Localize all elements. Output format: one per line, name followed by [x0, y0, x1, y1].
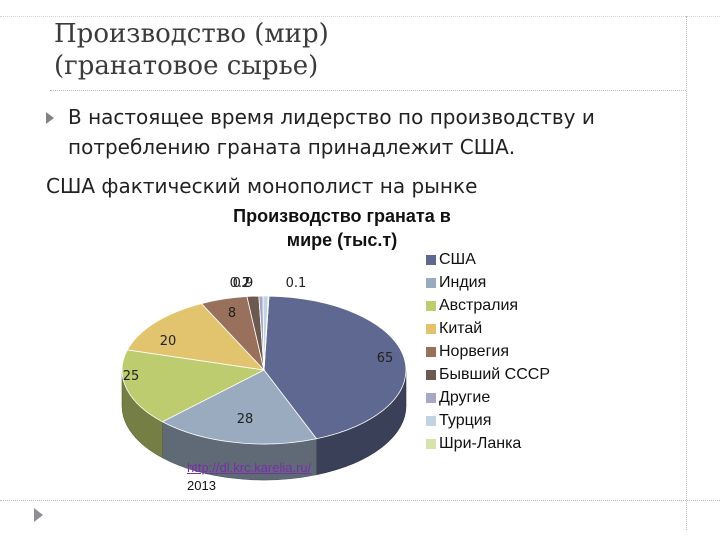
top-divider	[0, 16, 720, 17]
pie-label-2: 25	[123, 369, 140, 384]
legend-label-7: Турция	[439, 412, 492, 429]
legend-swatch-4	[426, 346, 436, 357]
pie-label-5: 2	[242, 276, 250, 291]
source-year: 2013	[187, 478, 216, 493]
legend-item-7: Турция	[426, 409, 550, 432]
body-line: США фактический монополист на рынке	[46, 174, 478, 198]
legend-swatch-0	[426, 254, 436, 265]
bullet-line1: В настоящее время лидерство по производс…	[68, 105, 595, 129]
chart-title: Производство граната в мире (тыс.т)	[190, 204, 494, 252]
slide-title-line1: Производство (мир)	[54, 19, 329, 49]
legend-item-5: Бывший СССР	[426, 363, 550, 386]
right-divider	[686, 16, 687, 530]
legend-swatch-8	[426, 438, 436, 449]
title-divider	[50, 90, 686, 91]
legend-item-3: Китай	[426, 317, 550, 340]
pie-label-7: 0.9	[233, 276, 254, 291]
bullet-line2: потреблению граната принадлежит США.	[68, 135, 516, 159]
slide-title-line2: (гранатовое сырье)	[54, 51, 319, 81]
legend-swatch-5	[426, 369, 436, 380]
legend-item-0: США	[426, 248, 550, 271]
pie-slice-2	[121, 349, 266, 423]
pie-slice-8	[263, 295, 270, 371]
legend-item-1: Индия	[426, 271, 550, 294]
legend-label-4: Норвегия	[439, 343, 510, 360]
legend-label-0: США	[439, 251, 476, 268]
legend-item-8: Шри-Ланка	[426, 432, 550, 455]
legend-label-8: Шри-Ланка	[439, 435, 522, 452]
pie-slice-0	[263, 295, 407, 440]
bullet-arrow-icon	[46, 112, 54, 124]
chart-legend: США Индия Австралия Китай Норвегия Бывший ССС…	[426, 248, 550, 455]
pie-slice-3	[126, 303, 266, 371]
legend-swatch-7	[426, 415, 436, 426]
legend-item-4: Норвегия	[426, 340, 550, 363]
legend-label-1: Индия	[439, 274, 487, 291]
chart-title-line1: Производство граната в	[233, 206, 451, 226]
pie-label-3: 20	[160, 334, 177, 349]
chart-title-line2: мире (тыс.т)	[286, 230, 398, 250]
pie-label-6: 0.7	[230, 276, 251, 291]
source-note: http://dl.krc.karelia.ru/ 2013	[187, 459, 311, 495]
legend-swatch-3	[426, 323, 436, 334]
legend-item-6: Другие	[426, 386, 550, 409]
legend-swatch-1	[426, 277, 436, 288]
legend-label-6: Другие	[439, 389, 491, 406]
slide-title: Производство (мир) (гранатовое сырье)	[54, 18, 329, 82]
source-link[interactable]: http://dl.krc.karelia.ru/	[187, 460, 312, 475]
pie-slice-1	[161, 369, 318, 445]
legend-swatch-2	[426, 300, 436, 311]
pie-label-0: 65	[377, 351, 394, 366]
legend-swatch-6	[426, 392, 436, 403]
slide-nav-arrow-icon[interactable]	[34, 508, 43, 522]
legend-label-2: Австралия	[439, 297, 519, 314]
pie-label-8: 0.1	[286, 276, 307, 291]
legend-label-5: Бывший СССР	[439, 366, 550, 383]
pie-label-1: 28	[237, 412, 254, 427]
pie-label-4: 8	[228, 306, 236, 321]
legend-label-3: Китай	[439, 320, 483, 337]
legend-item-2: Австралия	[426, 294, 550, 317]
bottom-divider	[0, 500, 720, 501]
